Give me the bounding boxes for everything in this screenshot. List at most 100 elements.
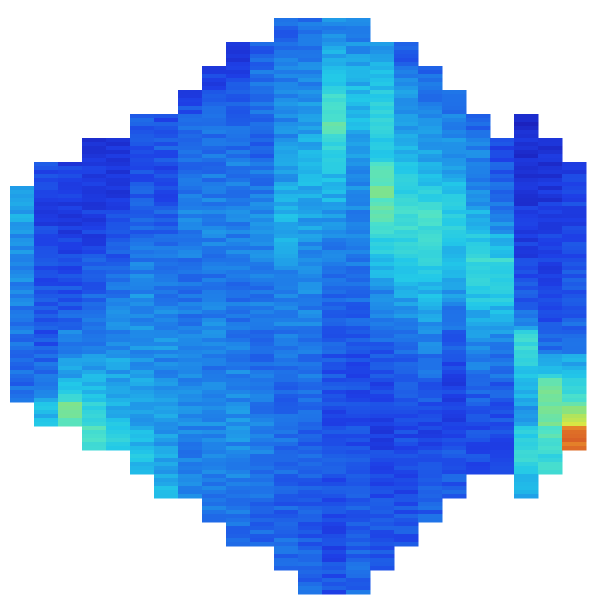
heatmap-cell [490,294,515,299]
heatmap-cell [346,562,371,567]
heatmap-cell [106,318,131,323]
heatmap-cell [178,386,203,391]
heatmap-cell [538,410,563,415]
heatmap-cell [514,258,539,263]
heatmap-cell [418,118,443,123]
heatmap-cell [466,210,491,215]
heatmap-cell [514,166,539,171]
heatmap-cell [442,110,467,115]
heatmap-cell [514,182,539,187]
heatmap-cell [58,350,83,355]
heatmap-cell [298,230,323,235]
heatmap-cell [154,186,179,191]
heatmap-cell [202,470,227,475]
heatmap-cell [322,522,347,527]
heatmap-cell [346,122,371,127]
heatmap-cell [58,198,83,203]
heatmap-cell [538,194,563,199]
heatmap-cell [250,522,275,527]
heatmap-cell [130,202,155,207]
heatmap-cell [346,18,371,23]
heatmap-cell [274,226,299,231]
heatmap-cell [394,78,419,83]
heatmap-cell [274,250,299,255]
heatmap-cell [298,310,323,315]
heatmap-cell [370,78,395,83]
heatmap-cell [490,154,515,159]
heatmap-cell [442,398,467,403]
heatmap-cell [10,186,35,191]
heatmap-cell [202,422,227,427]
heatmap-cell [130,138,155,143]
heatmap-cell [274,50,299,55]
heatmap-cell [538,282,563,287]
heatmap-cell [154,382,179,387]
heatmap-cell [202,274,227,279]
heatmap-cell [202,218,227,223]
heatmap-cell [34,174,59,179]
heatmap-cell [538,154,563,159]
heatmap-cell [226,202,251,207]
heatmap-cell [466,138,491,143]
heatmap-cell [514,494,539,499]
heatmap-cell [130,210,155,215]
heatmap-cell [82,202,107,207]
heatmap-cell [370,558,395,563]
heatmap-cell [154,330,179,335]
heatmap-cell [442,470,467,475]
heatmap-cell [514,422,539,427]
heatmap-cell [274,146,299,151]
heatmap-cell [226,542,251,547]
heatmap-cell [346,566,371,571]
heatmap-cell [274,214,299,219]
heatmap-cell [346,42,371,47]
heatmap-cell [466,158,491,163]
heatmap-cell [394,378,419,383]
heatmap-cell [322,566,347,571]
heatmap-cell [538,434,563,439]
heatmap-cell [226,382,251,387]
heatmap-cell [274,526,299,531]
heatmap-cell [154,458,179,463]
heatmap-cell [298,466,323,471]
heatmap-cell [466,470,491,475]
heatmap-cell [298,482,323,487]
heatmap-cell [562,306,587,311]
heatmap-cell [442,154,467,159]
heatmap-cell [514,234,539,239]
heatmap-cell [82,410,107,415]
heatmap-cell [58,394,83,399]
heatmap-cell [514,446,539,451]
heatmap-cell [322,146,347,151]
heatmap-cell [178,122,203,127]
heatmap-cell [346,366,371,371]
heatmap-cell [418,266,443,271]
heatmap-cell [538,266,563,271]
heatmap-cell [322,66,347,71]
heatmap-cell [418,250,443,255]
heatmap-cell [274,402,299,407]
heatmap-cell [466,382,491,387]
heatmap-cell [394,258,419,263]
heatmap-cell [346,150,371,155]
heatmap-cell [274,518,299,523]
heatmap-cell [274,558,299,563]
heatmap-cell [10,310,35,315]
heatmap-cell [322,278,347,283]
heatmap-cell [58,174,83,179]
heatmap-cell [82,386,107,391]
heatmap-cell [298,558,323,563]
heatmap-cell [226,394,251,399]
heatmap-cell [442,330,467,335]
heatmap-cell [178,94,203,99]
heatmap-cell [130,318,155,323]
heatmap-cell [418,346,443,351]
heatmap-cell [298,282,323,287]
heatmap-cell [322,62,347,67]
heatmap-cell [298,518,323,523]
heatmap-cell [346,570,371,575]
heatmap-cell [370,498,395,503]
heatmap-cell [274,170,299,175]
heatmap-cell [202,114,227,119]
heatmap-cell [538,446,563,451]
